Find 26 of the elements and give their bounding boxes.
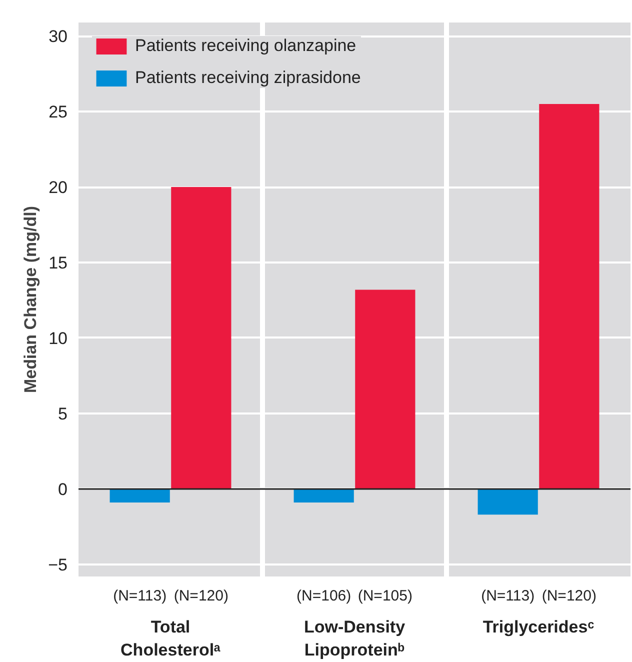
legend-label: Patients receiving ziprasidone [135,68,361,88]
y-tick-label: 25 [48,102,68,122]
bar [171,187,232,489]
x-tick-label: Total Cholesterolᵃ [120,618,222,660]
text: (N=120) [542,588,596,604]
legend-label: Patients receiving olanzapine [135,36,356,56]
text: (N=113) [113,588,167,604]
y-axis-title: Median Change (mg/dl) [21,206,40,393]
bar [478,488,538,515]
bar [539,104,600,489]
text: (N=120) [174,588,228,604]
y-tick-label: 30 [48,27,68,46]
bar [110,488,170,503]
text: (N=113) [481,588,535,604]
x-tick-label: Triglyceridesᶜ [482,618,595,636]
y-tick-label: −5 [48,555,68,574]
bar [355,290,416,489]
y-tick-label: 20 [48,178,68,198]
y-tick-label: 15 [48,254,68,273]
y-tick-label: 0 [58,480,68,499]
y-tick-label: 5 [58,404,68,424]
y-tick-label: 10 [48,328,68,348]
bar [294,488,354,503]
x-tick-label: Low-Density Lipoproteinᵇ [304,618,406,660]
text: (N=106) [296,588,352,604]
text: (N=105) [358,588,412,604]
